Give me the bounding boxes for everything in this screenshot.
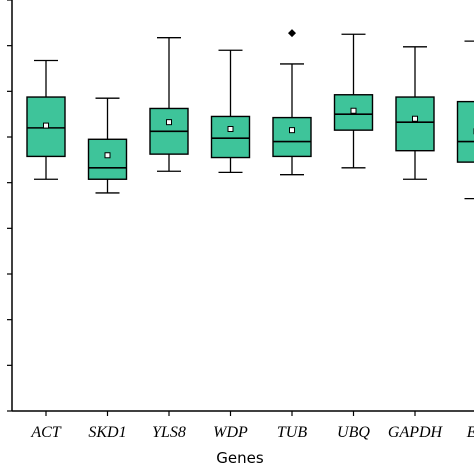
- tick-labels: ACT SKD1 YLS8 WDP TUB UBQ GAPDH EF: [30, 424, 474, 441]
- x-axis-title: Genes: [216, 449, 264, 467]
- box-tub: [272, 116, 312, 158]
- x-tick-label-act: ACT: [30, 424, 61, 441]
- box-ef: [456, 100, 474, 163]
- axes: [7, 0, 474, 416]
- x-tick-label-yls8: YLS8: [152, 424, 186, 441]
- mean-marker-ubq: [350, 107, 357, 114]
- x-tick-label-ef: EF: [466, 424, 474, 441]
- mean-marker-yls8: [166, 119, 172, 126]
- x-tick-label-tub: TUB: [277, 424, 307, 441]
- box-wdp: [210, 115, 251, 159]
- mean-marker-wdp: [227, 126, 234, 133]
- outlier-marker-tub: [288, 29, 296, 38]
- plot-area: [26, 29, 474, 200]
- mean-marker-tub: [289, 127, 295, 134]
- mean-marker-act: [43, 122, 49, 129]
- box-gapdh: [395, 96, 435, 152]
- x-tick-label-wdp: WDP: [213, 424, 248, 441]
- box-skd1: [87, 138, 128, 180]
- x-tick-label-gapdh: GAPDH: [388, 424, 444, 441]
- x-tick-label-ubq: UBQ: [337, 424, 370, 441]
- x-tick-label-skd1: SKD1: [88, 424, 126, 441]
- mean-marker-skd1: [104, 152, 111, 159]
- mean-marker-gapdh: [412, 115, 418, 122]
